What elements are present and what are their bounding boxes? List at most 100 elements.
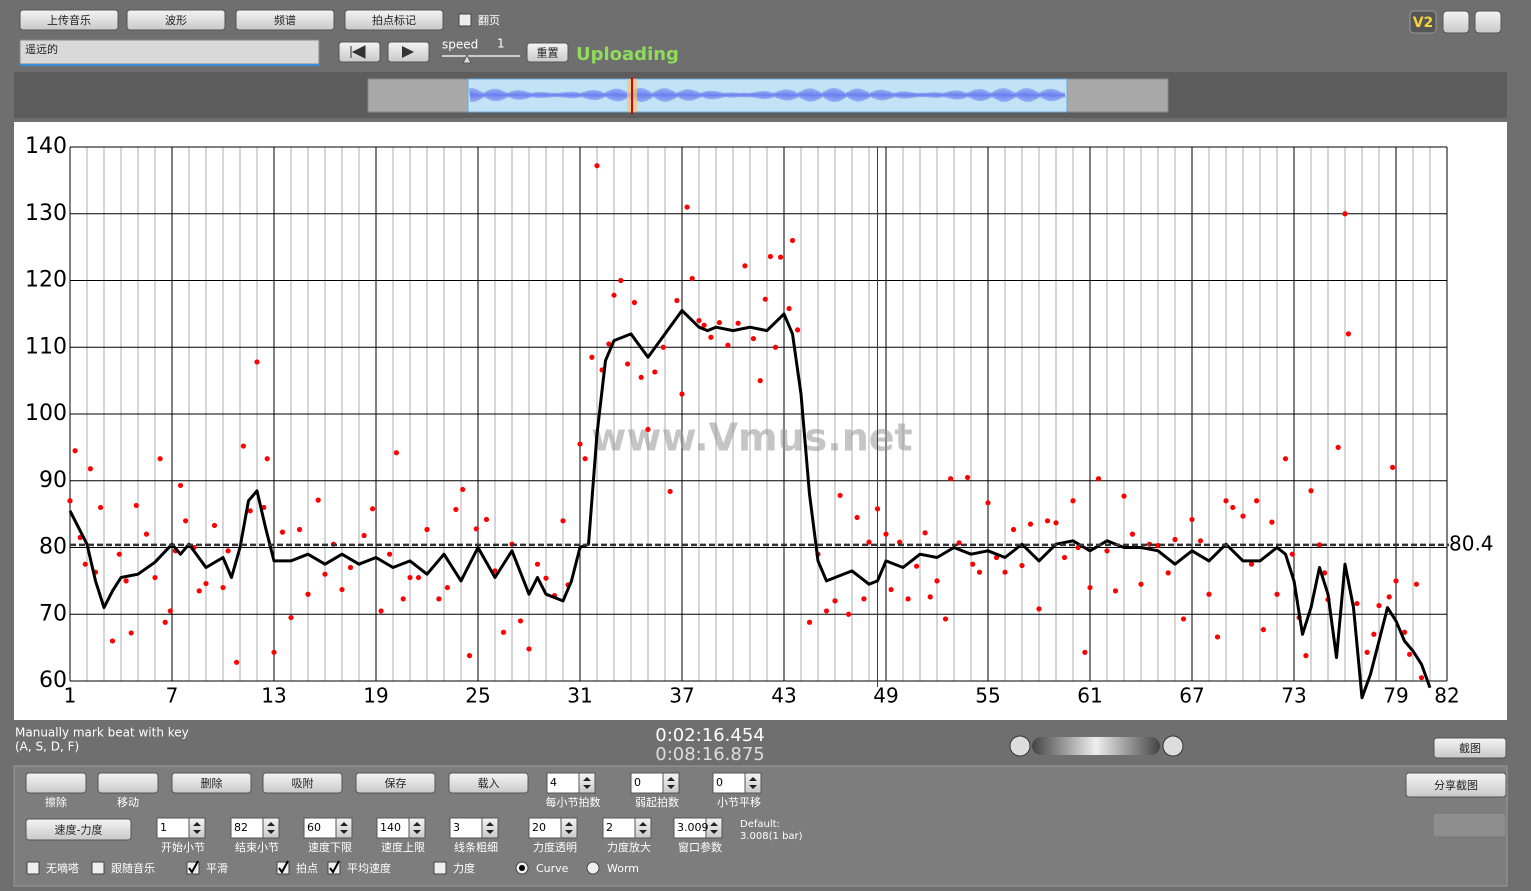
spinner-arrow-icons bbox=[583, 777, 591, 789]
button[interactable]: 吸附 bbox=[262, 772, 343, 794]
button[interactable]: 波形 bbox=[126, 9, 226, 31]
beat-point bbox=[517, 618, 524, 624]
smooth-curve bbox=[68, 309, 1432, 700]
spinner-label: 弱起拍数 bbox=[635, 795, 679, 809]
beat-point bbox=[466, 653, 473, 659]
spinner-arrows[interactable] bbox=[560, 817, 578, 839]
spinner-value: 3.009 bbox=[677, 821, 709, 834]
spinner-arrows[interactable] bbox=[335, 817, 353, 839]
beat-point bbox=[473, 526, 479, 532]
beat-point bbox=[832, 598, 838, 604]
button[interactable]: 速度-力度 bbox=[25, 818, 132, 841]
checkbox[interactable] bbox=[458, 13, 472, 27]
beat-point bbox=[339, 586, 345, 593]
spinner-arrows[interactable] bbox=[634, 817, 652, 839]
beat-point bbox=[667, 488, 673, 495]
button[interactable]: 保存 bbox=[355, 772, 436, 794]
beat-point bbox=[625, 361, 631, 367]
button[interactable]: 删除 bbox=[171, 772, 252, 794]
beat-point bbox=[1019, 562, 1025, 569]
button[interactable]: 上传音乐 bbox=[19, 9, 119, 31]
checkbox-label: 拍点 bbox=[296, 861, 318, 875]
button[interactable]: 频谱 bbox=[235, 9, 335, 31]
song-name: 遥远的 bbox=[25, 42, 58, 56]
beat-point bbox=[347, 564, 354, 571]
beat-point bbox=[1322, 570, 1328, 576]
radio[interactable] bbox=[586, 861, 600, 875]
beat-point bbox=[483, 516, 490, 523]
beat-point bbox=[162, 619, 168, 625]
beat-point bbox=[1303, 653, 1309, 659]
x-tick-label: 79 bbox=[1383, 684, 1408, 708]
song-field[interactable] bbox=[19, 39, 320, 65]
tool-button[interactable] bbox=[97, 772, 159, 794]
tool-button[interactable] bbox=[25, 772, 87, 794]
beat-point bbox=[823, 608, 830, 614]
beat-point bbox=[985, 500, 991, 506]
y-tick-label: 100 bbox=[25, 401, 67, 426]
x-tick-label: 82 bbox=[1434, 684, 1459, 708]
y-tick-label: 140 bbox=[25, 134, 67, 159]
beat-point bbox=[254, 359, 260, 365]
beat-point bbox=[582, 456, 588, 462]
spinner-arrows[interactable] bbox=[188, 817, 206, 839]
spinner-value: 82 bbox=[234, 821, 248, 834]
button[interactable]: 截图 bbox=[1433, 737, 1507, 759]
beat-point bbox=[1269, 519, 1275, 525]
spinner-arrows[interactable] bbox=[578, 772, 596, 794]
check-mark bbox=[329, 860, 340, 874]
x-tick-label: 67 bbox=[1179, 684, 1204, 708]
x-tick-label: 13 bbox=[261, 684, 286, 708]
beat-point bbox=[1230, 504, 1236, 511]
spinner-arrows[interactable] bbox=[744, 772, 762, 794]
button[interactable]: 重置 bbox=[526, 42, 569, 63]
button[interactable]: 载入 bbox=[448, 772, 529, 794]
worm-knob[interactable] bbox=[1032, 737, 1160, 755]
spinner-value: 0 bbox=[634, 776, 641, 789]
beat-point bbox=[1112, 588, 1119, 594]
y-tick-label: 80 bbox=[39, 535, 67, 560]
spinner-arrows[interactable] bbox=[662, 772, 680, 794]
worm-right[interactable] bbox=[1162, 735, 1184, 757]
beat-point bbox=[393, 450, 399, 456]
beat-point bbox=[660, 344, 666, 350]
button-face bbox=[171, 772, 252, 794]
spinner-arrows[interactable] bbox=[705, 817, 723, 839]
home-icon[interactable] bbox=[1442, 10, 1470, 34]
hint: Manually mark beat with key bbox=[15, 726, 189, 740]
beat-point bbox=[87, 466, 93, 472]
beat-point bbox=[611, 292, 617, 298]
beat-point bbox=[387, 551, 393, 557]
checkbox[interactable] bbox=[26, 861, 40, 875]
worm-left[interactable] bbox=[1009, 735, 1031, 757]
spinner-value: 140 bbox=[380, 821, 401, 834]
beat-point bbox=[1082, 649, 1088, 655]
button-label: 截图 bbox=[1459, 741, 1481, 755]
screen-icon[interactable] bbox=[1474, 10, 1502, 34]
spinner-arrows[interactable] bbox=[481, 817, 499, 839]
prev-icon bbox=[350, 45, 366, 59]
badge-box[interactable] bbox=[1409, 10, 1437, 34]
radio-dot bbox=[519, 865, 525, 871]
share-button[interactable]: 分享截图 bbox=[1405, 772, 1507, 798]
beat-point bbox=[370, 506, 376, 512]
beat-point bbox=[196, 588, 202, 594]
spinner-arrows[interactable] bbox=[262, 817, 280, 839]
checkbox[interactable] bbox=[91, 861, 105, 875]
button[interactable]: 拍点标记 bbox=[344, 9, 444, 31]
spinner-arrows[interactable] bbox=[408, 817, 426, 839]
y-tick-label: 110 bbox=[25, 334, 67, 359]
checkbox-label: 平均速度 bbox=[347, 861, 391, 875]
check-mark bbox=[278, 860, 289, 874]
beat-point bbox=[1138, 581, 1144, 587]
speed-thumb[interactable] bbox=[462, 53, 472, 64]
y-tick-label: 120 bbox=[25, 268, 67, 293]
beat-point bbox=[288, 614, 294, 621]
checkbox[interactable] bbox=[433, 861, 447, 875]
x-tick-label: 31 bbox=[567, 684, 592, 708]
beat-point bbox=[67, 498, 73, 504]
beat-point bbox=[1165, 570, 1171, 576]
beat-point bbox=[203, 580, 209, 587]
button-label: 载入 bbox=[478, 777, 500, 790]
beat-point bbox=[725, 342, 731, 348]
